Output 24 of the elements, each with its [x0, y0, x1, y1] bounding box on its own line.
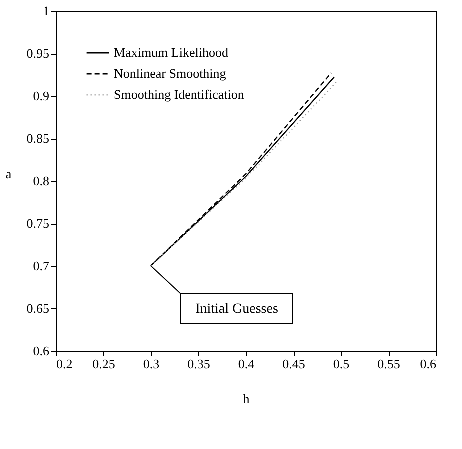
y-tick-label: 0.9 — [33, 88, 50, 104]
y-tick-label: 0.6 — [33, 344, 50, 358]
y-tick-label: 0.85 — [26, 131, 50, 146]
y-tick-label: 0.8 — [33, 174, 50, 188]
x-tick-label: 0.2 — [56, 356, 73, 372]
x-tick-label: 0.3 — [143, 356, 160, 372]
x-tick-label: 0.55 — [378, 356, 400, 372]
y-tick-label: 0.7 — [33, 258, 50, 274]
legend-label: Maximum Likelihood — [114, 45, 229, 60]
y-tick-label: 0.95 — [26, 46, 50, 61]
y-tick-label: 1 — [43, 4, 50, 18]
x-tick-label: 0.45 — [282, 356, 306, 372]
legend-label: Nonlinear Smoothing — [114, 66, 227, 81]
x-tick-label: 0.25 — [92, 356, 116, 372]
legend-label: Smoothing Identification — [114, 87, 245, 102]
annotation: Initial Guesses — [196, 302, 278, 317]
x-tick-label: 0.6 — [420, 356, 437, 372]
y-tick-label: 0.65 — [26, 301, 50, 316]
x-tick-label: 0.5 — [333, 356, 350, 372]
x-axis-title: h — [243, 392, 250, 406]
y-tick-label: 0.75 — [26, 216, 50, 231]
x-tick-label: 0.4 — [238, 356, 256, 372]
x-tick-label: 0.35 — [188, 356, 210, 372]
y-axis-title: a — [6, 166, 12, 182]
